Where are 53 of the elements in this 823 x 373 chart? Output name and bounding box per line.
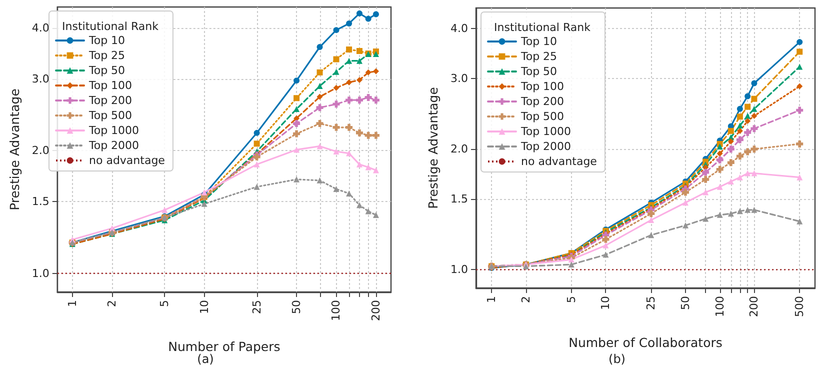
x-tick-label: 10: [198, 300, 211, 314]
x-tick-label: 1: [66, 300, 79, 307]
x-tick-label: 50: [290, 300, 304, 314]
x-tick-label: 2: [106, 300, 119, 307]
x-tick-label: 1: [485, 296, 498, 303]
legend-label: Top 2000: [88, 139, 140, 152]
x-tick-label: 200: [369, 300, 382, 321]
x-tick-label: 25: [644, 296, 658, 310]
x-tick-label: 10: [599, 296, 612, 310]
y-tick-label: 3.0: [450, 72, 468, 86]
legend-label: Top 50: [520, 65, 558, 78]
legend-label: Top 25: [88, 49, 126, 62]
y-tick-label: 1.5: [32, 195, 50, 208]
legend-label: Top 2000: [520, 140, 572, 153]
x-tick-label: 25: [250, 300, 264, 314]
text: (a): [197, 352, 214, 366]
x-tick-label: 200: [748, 296, 761, 317]
x-axis-title: Number of Papers: [168, 339, 280, 354]
y-tick-label: 2.0: [32, 144, 50, 158]
x-tick-label: 50: [678, 296, 692, 310]
legend-label: Top 10: [88, 34, 126, 47]
x-tick-label: 5: [158, 300, 172, 307]
legend-label: Top 200: [88, 94, 132, 107]
x-tick-label: 2: [519, 296, 532, 303]
legend-title: Institutional Rank: [494, 21, 592, 34]
legend-title: Institutional Rank: [62, 20, 160, 33]
legend-label: Top 10: [520, 35, 558, 48]
legend-label: no advantage: [89, 154, 166, 167]
legend-label: Top 100: [88, 79, 132, 92]
legend-label: Top 50: [88, 64, 126, 77]
y-tick-label: 1.0: [450, 263, 468, 276]
legend-label: Top 200: [520, 95, 564, 108]
x-axis-title: Number of Collaborators: [568, 335, 722, 350]
legend-label: no advantage: [521, 155, 598, 168]
y-tick-label: 3.0: [32, 72, 50, 86]
y-tick-label: 4.0: [450, 22, 468, 35]
x-tick-label: 100: [713, 296, 726, 317]
x-tick-label: 5: [564, 296, 578, 303]
legend-label: Top 1000: [88, 124, 140, 137]
x-tick-label: 500: [793, 296, 806, 317]
y-tick-label: 1.0: [32, 266, 50, 280]
x-tick-label: 100: [330, 300, 343, 321]
legend-label: Top 500: [88, 109, 132, 122]
y-tick-label: 2.0: [450, 142, 468, 156]
y-axis-title: Prestige Advantage: [426, 86, 441, 209]
legend-label: Top 100: [520, 80, 564, 93]
y-tick-label: 1.5: [450, 192, 468, 206]
legend-label: Top 500: [520, 110, 564, 123]
y-axis-title: Prestige Advantage: [7, 88, 22, 210]
text: (b): [608, 352, 626, 366]
y-tick-label: 4.0: [32, 21, 50, 34]
legend-label: Top 1000: [520, 125, 572, 138]
legend-label: Top 25: [520, 50, 558, 63]
